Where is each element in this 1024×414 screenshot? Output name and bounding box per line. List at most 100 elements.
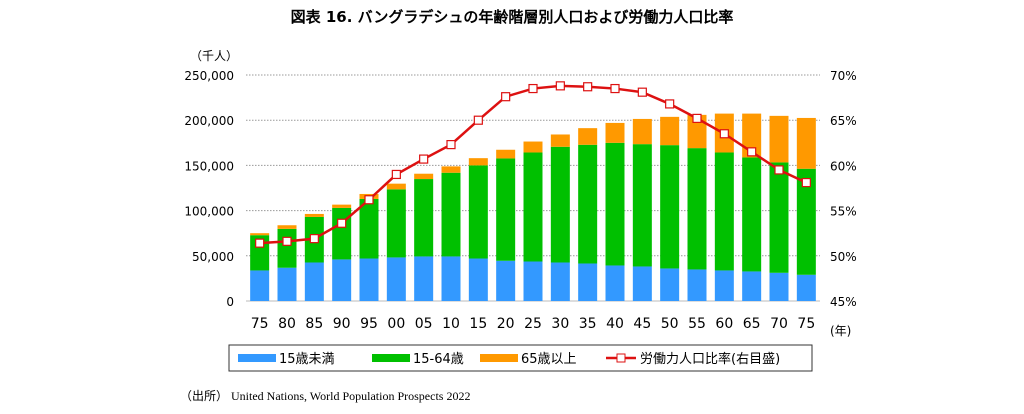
bar-65plus	[687, 114, 707, 149]
bar-65plus	[304, 213, 324, 217]
bar-under15	[714, 270, 734, 301]
y2-tick-label: 60%	[830, 159, 857, 173]
y-tick-label: 200,000	[184, 114, 234, 128]
bar-15-64	[359, 198, 379, 259]
bar-65plus	[632, 118, 652, 145]
labor-ratio-point	[309, 234, 319, 244]
bar-under15	[742, 271, 762, 301]
bar-15-64	[687, 148, 707, 270]
bar-15-64	[468, 165, 488, 259]
x-tick-label: 80	[278, 316, 296, 332]
bar-under15	[769, 272, 789, 301]
labor-ratio-point	[337, 218, 347, 228]
bar-15-64	[414, 179, 434, 257]
x-tick-label: 95	[360, 316, 378, 332]
y-tick-label: 50,000	[192, 250, 234, 264]
labor-ratio-point	[555, 81, 565, 91]
labor-ratio-point	[665, 99, 675, 109]
labor-ratio-point	[419, 154, 429, 164]
bar-under15	[632, 266, 652, 301]
bar-65plus	[441, 166, 461, 173]
bar-65plus	[660, 116, 680, 146]
y-tick-label: 250,000	[184, 69, 234, 83]
legend-label: 65歳以上	[521, 352, 577, 367]
labor-ratio-point	[610, 83, 620, 94]
labor-ratio-point	[501, 92, 511, 102]
bar-15-64	[660, 145, 680, 269]
legend-label: 15-64歳	[413, 352, 464, 367]
x-tick-label: 30	[551, 316, 569, 332]
x-tick-label: 10	[442, 316, 460, 332]
labor-ratio-point	[637, 87, 647, 97]
bar-15-64	[332, 207, 352, 260]
bar-under15	[250, 270, 270, 301]
bar-65plus	[769, 115, 789, 163]
y-tick-label: 0	[226, 295, 234, 309]
x-tick-label: 60	[715, 316, 733, 332]
bar-15-64	[632, 144, 652, 267]
labor-ratio-point	[364, 195, 374, 205]
bar-15-64	[796, 168, 816, 275]
y-tick-label: 150,000	[184, 159, 234, 173]
labor-ratio-point	[446, 140, 456, 150]
x-tick-label: 25	[524, 316, 542, 332]
bar-65plus	[332, 204, 352, 208]
bar-65plus	[414, 173, 434, 180]
x-tick-label: 00	[387, 316, 405, 332]
labor-ratio-point	[528, 83, 538, 94]
bar-under15	[605, 265, 625, 301]
labor-ratio-point	[583, 82, 593, 92]
bar-under15	[277, 267, 297, 301]
bar-under15	[441, 256, 461, 301]
bar-65plus	[496, 149, 516, 159]
x-tick-label: 40	[606, 316, 624, 332]
bar-15-64	[769, 162, 789, 273]
bar-15-64	[550, 146, 570, 263]
y2-tick-label: 55%	[830, 205, 857, 219]
x-tick-label: 90	[333, 316, 351, 332]
y2-tick-label: 65%	[830, 114, 857, 128]
bar-under15	[578, 263, 598, 301]
x-axis-label: (年)	[830, 324, 851, 338]
labor-ratio-point	[255, 238, 265, 248]
bar-under15	[332, 259, 352, 301]
x-tick-label: 15	[469, 316, 487, 332]
bar-under15	[496, 260, 516, 301]
y-axis-label: （千人）	[190, 49, 238, 63]
bar-15-64	[496, 158, 516, 261]
x-tick-label: 75	[797, 316, 815, 332]
x-tick-label: 55	[688, 316, 706, 332]
labor-ratio-point	[719, 129, 729, 139]
legend-swatch	[372, 354, 410, 362]
x-tick-label: 50	[661, 316, 679, 332]
bar-under15	[523, 261, 543, 301]
bar-65plus	[250, 233, 270, 236]
x-tick-label: 70	[770, 316, 788, 332]
x-tick-label: 75	[251, 316, 269, 332]
labor-ratio-point	[473, 115, 483, 125]
bar-15-64	[605, 142, 625, 266]
x-tick-label: 20	[497, 316, 515, 332]
bar-65plus	[550, 134, 570, 147]
bar-65plus	[578, 128, 598, 145]
bar-under15	[468, 258, 488, 301]
x-tick-label: 45	[633, 316, 651, 332]
bar-under15	[304, 262, 324, 301]
chart-title: 図表 16. バングラデシュの年齢階層別人口および労働力人口比率	[291, 8, 734, 26]
legend-label: 労働力人口比率(右目盛)	[640, 351, 780, 367]
bar-65plus	[605, 122, 625, 143]
bar-under15	[414, 256, 434, 301]
bar-15-64	[441, 172, 461, 257]
labor-ratio-point	[282, 236, 292, 246]
bar-65plus	[796, 117, 816, 169]
legend-marker-swatch	[616, 353, 626, 363]
bar-under15	[359, 258, 379, 301]
bar-15-64	[386, 189, 406, 258]
bar-65plus	[277, 225, 297, 229]
labor-ratio-point	[692, 113, 702, 123]
labor-ratio-point	[801, 177, 811, 188]
bar-65plus	[742, 113, 762, 158]
bar-15-64	[742, 157, 762, 272]
legend-box	[228, 344, 813, 372]
